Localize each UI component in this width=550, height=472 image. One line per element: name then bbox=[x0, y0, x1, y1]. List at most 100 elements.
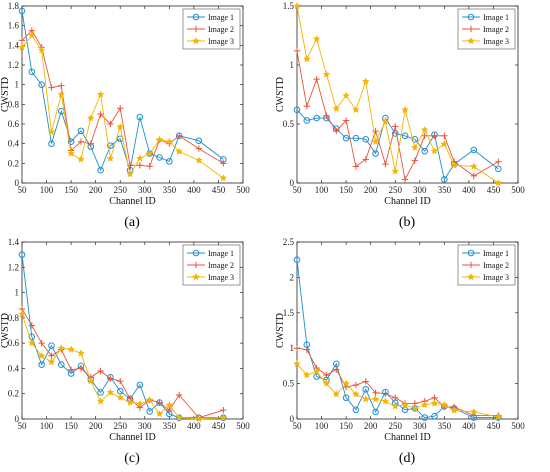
legend-marker bbox=[467, 13, 475, 21]
y-tick-label: 0 bbox=[15, 178, 20, 188]
data-point bbox=[77, 138, 85, 145]
data-point bbox=[116, 122, 125, 131]
x-tick-label: 250 bbox=[113, 421, 127, 431]
data-point bbox=[391, 402, 400, 410]
chart-panel-b: 50 100 150 200 250 300 350 400 450 500 0 0.5 1 1.5 Cha… bbox=[275, 1, 525, 230]
x-axis-label: Channel ID bbox=[109, 432, 155, 443]
data-point bbox=[431, 412, 438, 420]
data-point bbox=[441, 176, 448, 183]
x-axis-label: Channel ID bbox=[384, 196, 430, 207]
data-point bbox=[194, 414, 203, 423]
x-tick-label: 50 bbox=[293, 421, 303, 431]
legend: Image 1 Image 2 Image 3 bbox=[457, 8, 516, 50]
legend-label: Image 3 bbox=[208, 37, 234, 46]
data-point bbox=[430, 147, 439, 155]
series-3 bbox=[293, 1, 503, 187]
data-point bbox=[116, 393, 125, 401]
x-tick-label: 500 bbox=[511, 421, 525, 431]
data-point bbox=[401, 406, 409, 414]
data-point bbox=[342, 117, 350, 124]
data-point bbox=[372, 408, 379, 416]
data-point bbox=[303, 117, 311, 124]
data-point bbox=[293, 359, 301, 368]
data-point bbox=[293, 345, 301, 352]
data-point bbox=[126, 398, 134, 406]
data-point bbox=[175, 391, 183, 399]
x-tick-label: 50 bbox=[293, 185, 303, 195]
y-tick-label: 1 bbox=[15, 288, 20, 298]
x-tick-label: 450 bbox=[212, 185, 226, 195]
data-point bbox=[371, 137, 380, 145]
data-point bbox=[126, 170, 134, 178]
data-point bbox=[421, 132, 428, 139]
data-point bbox=[97, 166, 104, 174]
x-tick-label: 150 bbox=[339, 421, 353, 431]
data-point bbox=[107, 120, 114, 128]
data-point bbox=[352, 163, 360, 170]
data-point bbox=[57, 90, 66, 98]
data-point bbox=[312, 34, 321, 43]
legend-label: Image 3 bbox=[483, 273, 509, 282]
data-point bbox=[322, 379, 331, 387]
data-point bbox=[440, 400, 449, 409]
data-point bbox=[57, 361, 65, 368]
chart-panel-d: 50 100 150 200 250 300 350 400 450 500 0 0.5 1 1.5 2 2.… bbox=[275, 237, 525, 466]
data-point bbox=[371, 395, 380, 403]
legend-marker bbox=[192, 36, 200, 45]
y-tick-label: 1.6 bbox=[8, 21, 20, 31]
data-point bbox=[293, 106, 301, 114]
data-point bbox=[494, 412, 503, 421]
x-tick-label: 450 bbox=[487, 185, 501, 195]
data-point bbox=[303, 346, 311, 353]
data-point bbox=[96, 397, 105, 405]
x-tick-label: 300 bbox=[413, 185, 427, 195]
data-point bbox=[220, 406, 227, 414]
data-point bbox=[372, 150, 379, 157]
y-tick-label: 1.4 bbox=[8, 40, 20, 50]
x-tick-label: 300 bbox=[138, 185, 152, 195]
data-point bbox=[48, 84, 55, 91]
legend-marker bbox=[192, 249, 200, 257]
data-point bbox=[342, 379, 350, 387]
y-tick-label: 2 bbox=[290, 272, 295, 282]
data-point bbox=[18, 37, 26, 44]
data-point bbox=[194, 156, 203, 164]
data-point bbox=[441, 132, 448, 139]
series-3 bbox=[293, 359, 503, 421]
y-tick-label: 1.2 bbox=[8, 262, 19, 272]
data-point bbox=[361, 395, 370, 403]
x-tick-label: 300 bbox=[138, 421, 152, 431]
y-tick-label: 0.4 bbox=[8, 363, 20, 373]
data-point bbox=[18, 251, 26, 258]
data-point bbox=[48, 352, 55, 359]
y-tick-label: 0.8 bbox=[8, 99, 20, 109]
x-tick-label: 200 bbox=[89, 185, 103, 195]
data-point bbox=[342, 91, 350, 99]
data-point bbox=[28, 322, 36, 329]
panel-caption: (d) bbox=[399, 451, 416, 466]
x-tick-label: 150 bbox=[64, 185, 78, 195]
series-2 bbox=[293, 47, 502, 183]
legend-label: Image 1 bbox=[208, 249, 234, 258]
y-tick-label: 0.2 bbox=[8, 158, 19, 168]
x-tick-label: 50 bbox=[18, 185, 28, 195]
legend-marker bbox=[467, 249, 475, 257]
legend-label: Image 2 bbox=[208, 25, 234, 34]
data-point bbox=[219, 413, 228, 422]
x-tick-label: 250 bbox=[113, 185, 127, 195]
data-point bbox=[401, 176, 409, 183]
data-point bbox=[450, 406, 459, 414]
data-point bbox=[421, 147, 428, 155]
data-point bbox=[18, 43, 26, 51]
data-point bbox=[67, 149, 75, 157]
data-point bbox=[107, 142, 114, 149]
data-point bbox=[352, 406, 360, 414]
x-axis-label: Channel ID bbox=[384, 432, 430, 443]
panel-caption: (c) bbox=[124, 451, 140, 466]
y-tick-label: 0.6 bbox=[8, 119, 20, 129]
data-point bbox=[146, 408, 153, 415]
x-tick-label: 250 bbox=[388, 185, 402, 195]
legend-marker bbox=[467, 25, 475, 33]
data-point bbox=[48, 140, 55, 147]
data-point bbox=[27, 31, 36, 39]
